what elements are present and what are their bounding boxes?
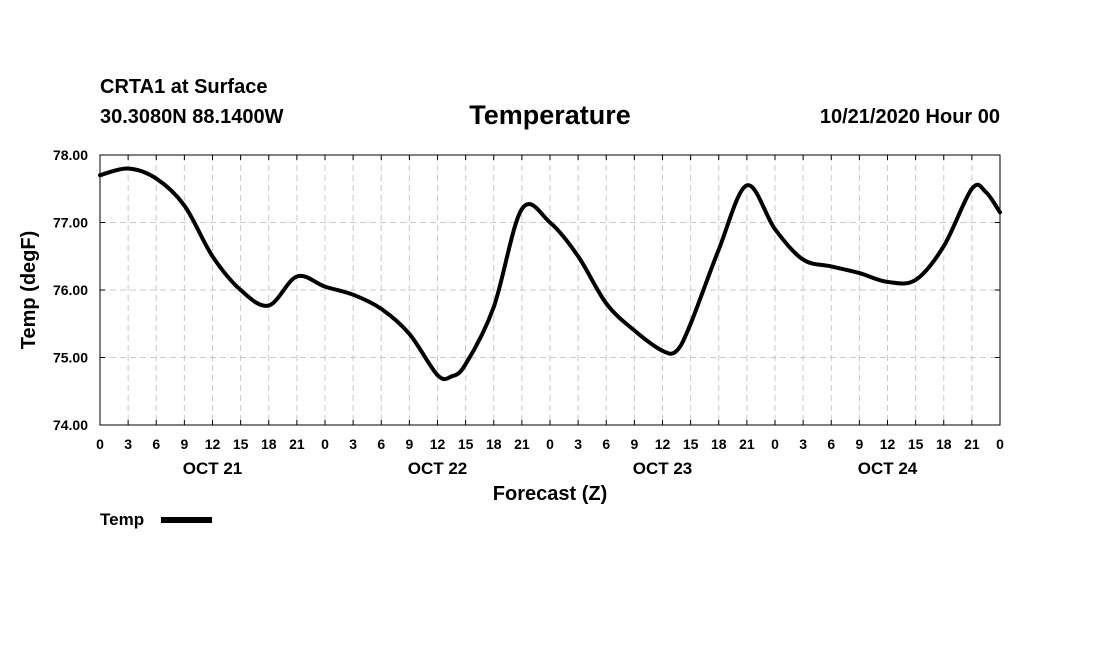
x-tick-label: 6 — [602, 436, 610, 452]
plot-frame — [99, 154, 1001, 426]
y-tick-label: 78.00 — [53, 147, 88, 163]
x-tick-label: 0 — [321, 436, 329, 452]
x-tick-label: 12 — [880, 436, 896, 452]
x-tick-label: 12 — [205, 436, 221, 452]
x-tick-label: 9 — [855, 436, 863, 452]
y-tick-label: 74.00 — [53, 417, 88, 433]
x-tick-label: 0 — [996, 436, 1004, 452]
legend-swatch — [161, 517, 212, 523]
day-label: OCT 21 — [183, 459, 243, 478]
x-tick-label: 21 — [289, 436, 305, 452]
x-tick-label: 9 — [180, 436, 188, 452]
x-tick-label: 21 — [514, 436, 530, 452]
x-tick-label: 18 — [486, 436, 502, 452]
x-tick-label: 6 — [377, 436, 385, 452]
x-tick-label: 0 — [96, 436, 104, 452]
day-label: OCT 24 — [858, 459, 918, 478]
x-tick-label: 21 — [964, 436, 980, 452]
x-tick-label: 15 — [683, 436, 699, 452]
x-tick-label: 21 — [739, 436, 755, 452]
grid-lines — [100, 155, 1000, 425]
x-tick-label: 18 — [711, 436, 727, 452]
x-tick-label: 18 — [936, 436, 952, 452]
x-tick-label: 12 — [430, 436, 446, 452]
x-tick-label: 3 — [124, 436, 132, 452]
axis-ticks: 0 3 6 9 12 15 18 21 0 3 6 9 12 15 18 21 0 3 6 9 12 15 18 21 0 3 6 9… — [53, 147, 1004, 478]
x-tick-label: 15 — [458, 436, 474, 452]
valid-time-label: 10/21/2020 Hour 00 — [819, 106, 1000, 128]
x-tick-label: 3 — [349, 436, 357, 452]
series-line-temp — [98, 166, 1002, 382]
chart-title: Temperature — [469, 100, 631, 130]
x-tick-label: 15 — [908, 436, 924, 452]
series-layer — [98, 166, 1002, 382]
y-tick-label: 75.00 — [53, 350, 88, 366]
x-tick-label: 0 — [546, 436, 554, 452]
x-tick-label: 18 — [261, 436, 277, 452]
x-tick-label: 0 — [771, 436, 779, 452]
x-tick-label: 6 — [827, 436, 835, 452]
station-label: CRTA1 at Surface — [100, 76, 268, 98]
x-tick-label: 15 — [233, 436, 249, 452]
day-label: OCT 23 — [633, 459, 693, 478]
x-tick-label: 12 — [655, 436, 671, 452]
x-tick-label: 9 — [405, 436, 413, 452]
x-tick-label: 6 — [152, 436, 160, 452]
y-axis-title: Temp (degF) — [18, 231, 40, 350]
legend-label: Temp — [100, 510, 144, 529]
y-tick-label: 77.00 — [53, 215, 88, 231]
x-axis-title: Forecast (Z) — [493, 483, 607, 505]
x-tick-label: 3 — [799, 436, 807, 452]
y-tick-label: 76.00 — [53, 282, 88, 298]
day-label: OCT 22 — [408, 459, 468, 478]
x-tick-label: 3 — [574, 436, 582, 452]
x-tick-label: 9 — [630, 436, 638, 452]
coordinates-label: 30.3080N 88.1400W — [100, 106, 284, 128]
